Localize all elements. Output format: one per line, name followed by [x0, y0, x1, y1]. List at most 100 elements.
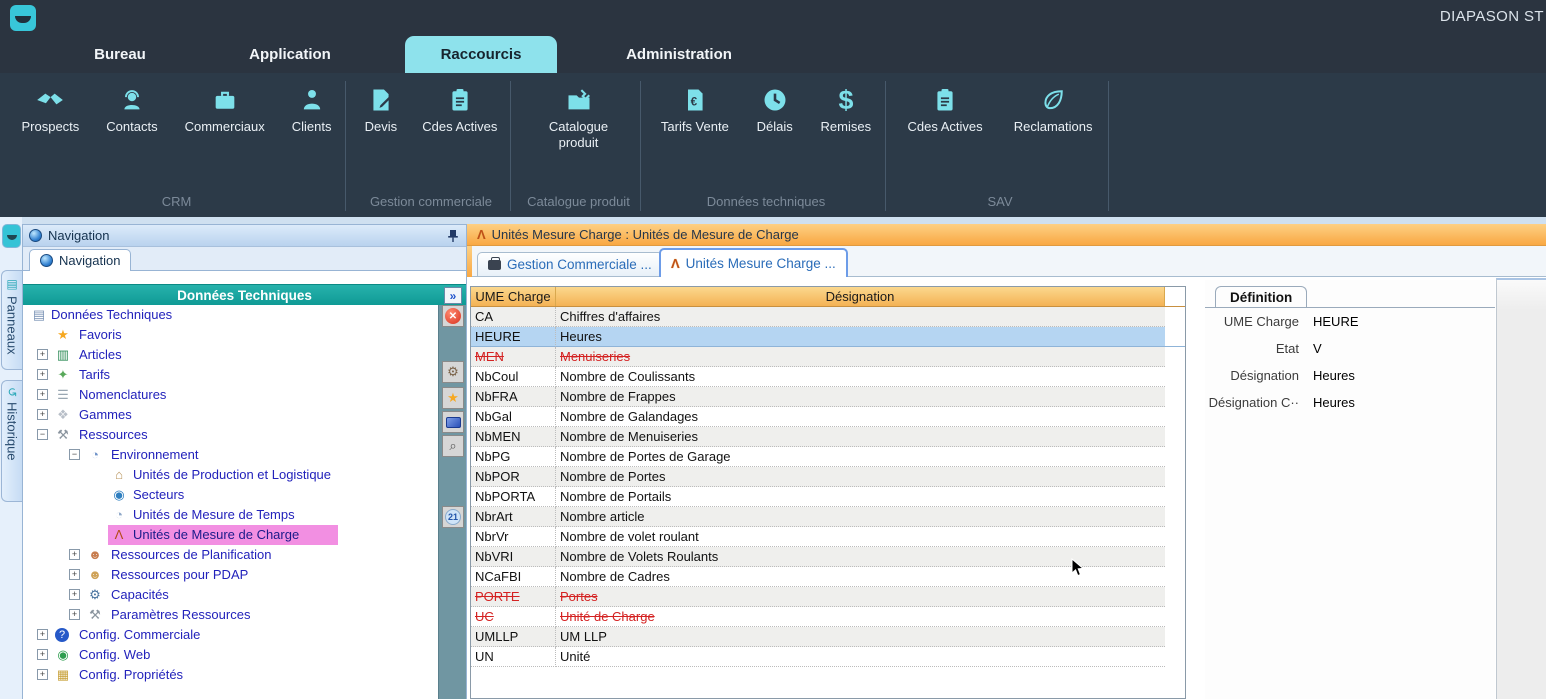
ribbon-button-delais[interactable]: Délais: [757, 85, 793, 135]
ribbon-button-label: Délais: [757, 119, 793, 135]
tree-item-label: Ressources: [79, 427, 148, 443]
settings-gear-icon[interactable]: ⚙: [442, 361, 464, 383]
expand-icon[interactable]: +: [37, 389, 48, 400]
ribbon-button-commerciaux[interactable]: Commerciaux: [185, 85, 265, 135]
search-icon[interactable]: ⌕: [442, 435, 464, 457]
column-header-designation[interactable]: Désignation: [556, 287, 1165, 306]
table-row-ncafbi[interactable]: NCaFBINombre de Cadres: [471, 567, 1185, 587]
ribbon-button-contacts[interactable]: Contacts: [106, 85, 157, 135]
dock-tab-historique[interactable]: ↺Historique: [1, 380, 22, 502]
tree-item-gammes[interactable]: +❖Gammes: [23, 405, 440, 425]
expand-all-button[interactable]: »: [444, 287, 462, 304]
cell-ume-charge: NbPORTA: [471, 487, 556, 507]
tree-item-unites-de-production-et-logistique[interactable]: ⌂Unités de Production et Logistique: [23, 465, 440, 485]
table-row-nbporta[interactable]: NbPORTANombre de Portails: [471, 487, 1185, 507]
table-row-nbpor[interactable]: NbPORNombre de Portes: [471, 467, 1185, 487]
tree-item-tarifs[interactable]: +✦Tarifs: [23, 365, 440, 385]
tool-glyph: ⌕: [449, 438, 456, 454]
hand-money-icon: ✦: [55, 367, 71, 383]
field-value[interactable]: Heures: [1313, 395, 1355, 410]
tree-item-ressources-de-planification[interactable]: +☻Ressources de Planification: [23, 545, 440, 565]
table-row-heure[interactable]: HEUREHeures: [471, 327, 1185, 347]
ribbon-button-cdes-actives[interactable]: Cdes Actives: [422, 85, 497, 135]
ribbon-tab-administration[interactable]: Administration: [600, 36, 758, 73]
field-value[interactable]: HEURE: [1313, 314, 1359, 329]
table-row-nbcoul[interactable]: NbCoulNombre de Coulissants: [471, 367, 1185, 387]
document-tab-unites-mesure-charge[interactable]: ΛUnités Mesure Charge ...: [659, 248, 848, 277]
tree-item-unites-de-mesure-de-temps[interactable]: ◔Unités de Mesure de Temps: [23, 505, 440, 525]
tree-item-ressources-pour-pdap[interactable]: +☻Ressources pour PDAP: [23, 565, 440, 585]
cell-filler: [1165, 307, 1185, 327]
tree-item-ressources[interactable]: −⚒Ressources: [23, 425, 440, 445]
dock-tab-panneaux[interactable]: ▤Panneaux: [1, 270, 22, 370]
tree-item-parametres-ressources[interactable]: +⚒Paramètres Ressources: [23, 605, 440, 625]
table-row-nbvri[interactable]: NbVRINombre de Volets Roulants: [471, 547, 1185, 567]
tree-item-config-commerciale[interactable]: +?Config. Commerciale: [23, 625, 440, 645]
tree-item-favoris[interactable]: ★Favoris: [23, 325, 440, 345]
tree-item-nomenclatures[interactable]: +☰Nomenclatures: [23, 385, 440, 405]
collapse-icon[interactable]: −: [37, 429, 48, 440]
tree-item-secteurs[interactable]: ◉Secteurs: [23, 485, 440, 505]
ribbon-tab-bureau[interactable]: Bureau: [60, 36, 180, 73]
dock-logo-icon[interactable]: [2, 224, 21, 248]
ribbon-button-tarifs-vente[interactable]: €Tarifs Vente: [661, 85, 729, 135]
expand-icon[interactable]: +: [69, 589, 80, 600]
cell-filler: [1165, 387, 1185, 407]
expand-icon[interactable]: +: [37, 409, 48, 420]
table-row-nbfra[interactable]: NbFRANombre de Frappes: [471, 387, 1185, 407]
definition-field-designation: DésignationHeures: [1205, 362, 1495, 389]
table-row-nbrart[interactable]: NbrArtNombre article: [471, 507, 1185, 527]
ribbon-button-reclamations[interactable]: Reclamations: [1014, 85, 1093, 135]
cell-filler: [1165, 447, 1185, 467]
cell-filler: [1165, 347, 1185, 367]
tree-item-environnement[interactable]: −◔Environnement: [23, 445, 440, 465]
table-row-men[interactable]: MENMenuiseries: [471, 347, 1185, 367]
close-icon[interactable]: ✕: [442, 305, 464, 327]
expand-icon[interactable]: +: [37, 669, 48, 680]
document-tab-gestion-commerciale[interactable]: Gestion Commerciale ...: [477, 252, 663, 277]
pin-icon[interactable]: [446, 229, 460, 243]
tree-item-unites-de-mesure-de-charge[interactable]: ΛUnités de Mesure de Charge: [23, 525, 440, 545]
expand-icon[interactable]: +: [69, 569, 80, 580]
expand-icon[interactable]: +: [37, 349, 48, 360]
ribbon-button-devis[interactable]: Devis: [365, 85, 398, 135]
tree-item-capacites[interactable]: +⚙Capacités: [23, 585, 440, 605]
column-header-ume-charge[interactable]: UME Charge: [471, 287, 556, 306]
app-logo-icon[interactable]: [10, 5, 36, 31]
tree-item-articles[interactable]: +▥Articles: [23, 345, 440, 365]
table-row-umllp[interactable]: UMLLPUM LLP: [471, 627, 1185, 647]
tree-item-donnees-techniques[interactable]: ▤Données Techniques: [23, 305, 440, 325]
ribbon-button-catalogue-produit[interactable]: Catalogue produit: [543, 85, 615, 152]
table-row-uc[interactable]: UCUnité de Charge: [471, 607, 1185, 627]
monitor-icon[interactable]: [442, 411, 464, 433]
table-row-nbgal[interactable]: NbGalNombre de Galandages: [471, 407, 1185, 427]
table-row-ca[interactable]: CAChiffres d'affaires: [471, 307, 1185, 327]
tree-item-config-web[interactable]: +◉Config. Web: [23, 645, 440, 665]
expand-icon[interactable]: +: [69, 549, 80, 560]
ribbon-tab-raccourcis[interactable]: Raccourcis: [405, 36, 557, 73]
expand-icon[interactable]: +: [69, 609, 80, 620]
expand-icon[interactable]: +: [37, 369, 48, 380]
tab-navigation[interactable]: Navigation: [29, 249, 131, 271]
expand-icon[interactable]: +: [37, 629, 48, 640]
field-value[interactable]: V: [1313, 341, 1322, 356]
expand-icon[interactable]: +: [37, 649, 48, 660]
tree-item-config-proprietes[interactable]: +▦Config. Propriétés: [23, 665, 440, 685]
ribbon-button-remises[interactable]: $Remises: [821, 85, 872, 135]
favorites-star-icon[interactable]: ★: [442, 387, 464, 409]
table-row-nbmen[interactable]: NbMENNombre de Menuiseries: [471, 427, 1185, 447]
ribbon-button-cdes-actives[interactable]: Cdes Actives: [908, 85, 983, 135]
cell-filler: [1165, 607, 1185, 627]
collapse-icon[interactable]: −: [69, 449, 80, 460]
table-row-un[interactable]: UNUnité: [471, 647, 1185, 667]
table-row-nbrvr[interactable]: NbrVrNombre de volet roulant: [471, 527, 1185, 547]
tab-definition[interactable]: Définition: [1215, 286, 1307, 308]
badge-21-icon[interactable]: 21: [442, 506, 464, 528]
ribbon-button-clients[interactable]: Clients: [292, 85, 332, 135]
table-row-porte[interactable]: PORTEPortes: [471, 587, 1185, 607]
table-row-nbpg[interactable]: NbPGNombre de Portes de Garage: [471, 447, 1185, 467]
field-value[interactable]: Heures: [1313, 368, 1355, 383]
ribbon-button-prospects[interactable]: Prospects: [21, 85, 79, 135]
ribbon-tab-application[interactable]: Application: [215, 36, 365, 73]
help-icon: ?: [55, 628, 69, 642]
